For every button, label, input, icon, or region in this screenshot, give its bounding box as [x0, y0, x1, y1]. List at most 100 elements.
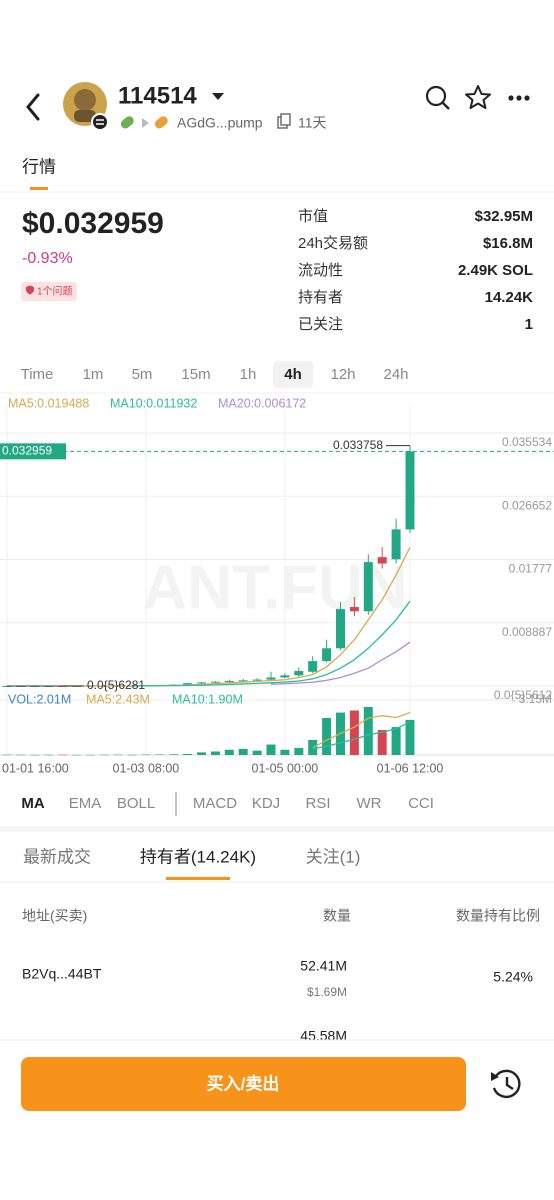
list-tab[interactable]: 关注(1) — [306, 847, 361, 866]
volume-bar — [322, 717, 332, 755]
holder-address[interactable]: B2Vq...44BT — [22, 966, 102, 982]
title-caret[interactable] — [212, 93, 224, 100]
volume-bar — [30, 754, 40, 756]
vol-legend: VOL:2.01M — [8, 692, 71, 706]
back-button[interactable] — [26, 93, 40, 121]
interval-option[interactable]: 4h — [284, 366, 302, 383]
vol-tick-label: 3.15M — [519, 692, 552, 706]
tab[interactable]: 行情 — [22, 157, 56, 176]
x-tick-label: 01-06 12:00 — [377, 761, 444, 775]
list-tab[interactable]: 持有者(14.24K) — [140, 847, 256, 866]
trade-button[interactable] — [21, 1057, 466, 1111]
interval-option[interactable]: 1h — [240, 366, 257, 383]
risk-badge[interactable]: 1个问题 — [37, 285, 73, 298]
price: $0.032959 — [22, 207, 164, 240]
indicator-option[interactable]: CCI — [408, 795, 434, 812]
trade-button-label[interactable]: 买入/卖出 — [207, 1073, 280, 1093]
indicator-option[interactable]: EMA — [69, 795, 102, 812]
stat-label: 已关注 — [298, 316, 343, 333]
candle-body — [391, 529, 401, 560]
stat-label: 持有者 — [298, 289, 343, 306]
more-menu[interactable] — [508, 95, 530, 101]
volume-bar — [99, 754, 109, 756]
volume-bar — [252, 750, 262, 755]
kline-chart: ANT.FUN 01-01 16:00 01-03 08:00 01-05 00:00… — [0, 396, 554, 775]
history-icon[interactable] — [491, 1069, 521, 1099]
low-label: 0.0{5}6281 — [87, 678, 145, 692]
volume-bar — [169, 754, 179, 755]
interval-option[interactable]: 5m — [132, 366, 153, 383]
stat-label: 流动性 — [298, 262, 343, 279]
ma-line — [131, 600, 411, 687]
stat-value: $16.8M — [483, 235, 533, 252]
table-header: 地址(买卖) — [22, 908, 87, 924]
high-label: 0.033758 — [333, 438, 383, 452]
indicator-option[interactable]: MACD — [193, 795, 237, 812]
volume-bar — [44, 754, 54, 756]
volume-bar — [141, 754, 151, 756]
stats: 市值 $32.95M 24h交易额 $16.8M 流动性 2.49K SOL 持有者 14.2… — [298, 208, 533, 333]
candle-body — [252, 679, 262, 681]
holders-table: 地址(买卖) 数量 数量持有比例 B2Vq...44BT 52.41M $1.69M 5.2… — [22, 908, 540, 1044]
volume-bar — [127, 754, 137, 756]
ma-line — [62, 546, 411, 687]
volume-bar — [85, 754, 95, 756]
indicator-selector: MA EMA BOLL MACD KDJ RSI WR CCI — [21, 795, 434, 812]
volume-bar — [58, 754, 67, 756]
volume-bar — [349, 710, 359, 755]
copy-icon[interactable] — [277, 113, 291, 129]
interval-active-bg — [273, 361, 313, 388]
indicator-option[interactable]: KDJ — [252, 795, 280, 812]
list-tab-indicator — [166, 877, 230, 880]
indicator-option[interactable]: BOLL — [117, 795, 155, 812]
ma-legend: MA10:0.011932 — [110, 396, 197, 410]
interval-option[interactable]: 24h — [383, 366, 408, 383]
volume-bar — [280, 749, 290, 755]
list-tab[interactable]: 最新成交 — [23, 847, 91, 866]
indicator-option[interactable]: MA — [21, 795, 44, 812]
ma-legend: MA5:0.019488 — [8, 396, 89, 410]
volume-bar — [391, 727, 401, 755]
indicator-option[interactable]: RSI — [305, 795, 330, 812]
list-tabs: 最新成交 持有者(14.24K) 关注(1) — [23, 847, 360, 880]
search-icon[interactable] — [425, 85, 450, 110]
y-tick-label: 0.035534 — [502, 435, 552, 449]
y-tick-label: 0.0{5}5612 — [494, 688, 552, 702]
x-tick-label: 01-05 00:00 — [252, 761, 319, 775]
interval-option[interactable]: 15m — [181, 366, 210, 383]
table-header: 数量持有比例 — [456, 908, 540, 924]
stat-value: 14.24K — [485, 289, 534, 306]
interval-option[interactable]: Time — [21, 366, 54, 383]
contract-address[interactable]: AGdG...pump — [177, 115, 263, 131]
candle-body — [322, 648, 332, 662]
token-avatar — [63, 82, 109, 131]
divider — [0, 826, 554, 832]
indicator-option[interactable]: WR — [357, 795, 382, 812]
volume-bar — [238, 748, 248, 755]
vol-legend: MA10:1.90M — [172, 692, 243, 706]
holder-amount: 52.41M — [300, 958, 347, 974]
interval-option[interactable]: 1m — [83, 366, 104, 383]
candle-body — [266, 677, 276, 680]
risk-badge-bg[interactable] — [21, 282, 77, 301]
favorite-star[interactable] — [465, 85, 491, 109]
candle-body — [2, 685, 12, 687]
vol-ma-line — [312, 711, 411, 749]
stat-value: 2.49K SOL — [458, 262, 533, 279]
interval-selector: Time 1m 5m 15m 1h 4h 12h 24h — [21, 361, 409, 388]
token-title: 114514 — [118, 82, 197, 109]
candle-body — [308, 661, 318, 672]
volume-bar — [2, 754, 12, 756]
table-header: 数量 — [323, 908, 351, 924]
candle-body — [349, 606, 359, 612]
x-tick-label: 01-03 08:00 — [113, 761, 180, 775]
holder-usd: $1.69M — [307, 985, 347, 999]
interval-option[interactable]: 12h — [330, 366, 355, 383]
price-change: -0.93% — [22, 250, 73, 267]
vol-legend: MA5:2.43M — [86, 692, 150, 706]
candle-body — [238, 680, 248, 682]
stat-value: $32.95M — [475, 208, 533, 225]
tab-indicator — [30, 187, 48, 190]
holder-pct: 5.24% — [493, 969, 533, 985]
